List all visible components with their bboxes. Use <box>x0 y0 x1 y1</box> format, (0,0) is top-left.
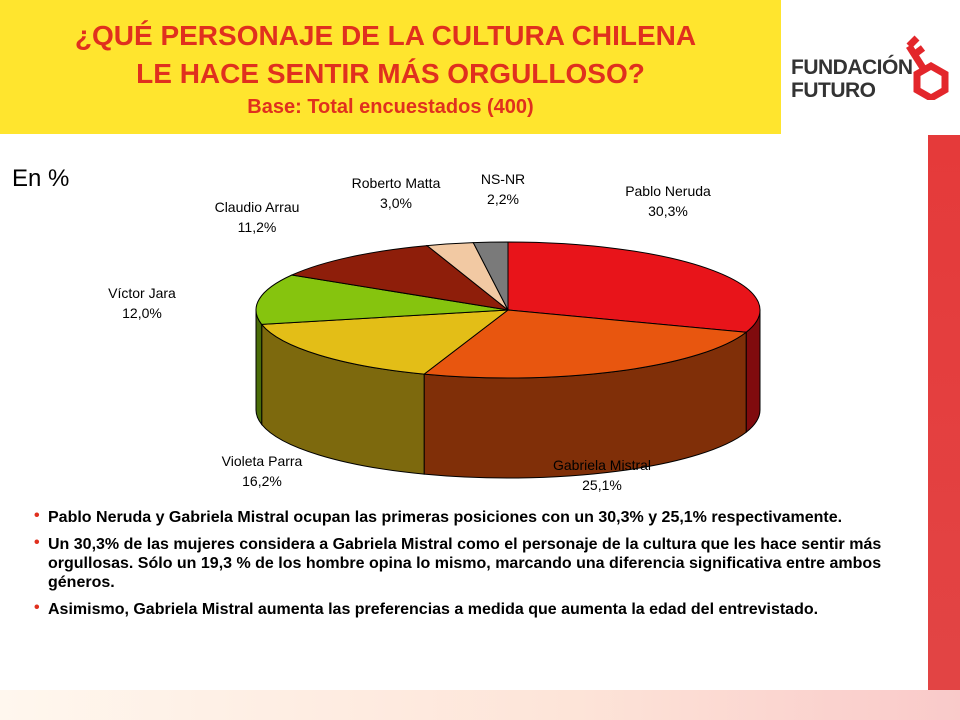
bullet-text: Pablo Neruda y Gabriela Mistral ocupan l… <box>48 509 843 526</box>
pie-slice-violeta-parra <box>260 309 510 375</box>
bullet-dot: • <box>34 507 40 524</box>
bullet-text: Un 30,3% de las mujeres considera a Gabr… <box>48 536 882 591</box>
pie-chart: Pablo Neruda 30,3% Gabriela Mistral 25,1% Vi… <box>108 171 761 493</box>
decorative-bottom-strip <box>0 690 960 720</box>
bullet-item: • Pablo Neruda y Gabriela Mistral ocupan … <box>34 507 924 527</box>
fundacion-futuro-logo: FUNDACIÓN FUTURO <box>791 28 960 112</box>
unit-label: En % <box>12 165 70 192</box>
slice-value-gabriela-mistral: 25,1% <box>582 477 622 493</box>
bullet-text: Asimismo, Gabriela Mistral aumenta las p… <box>48 601 819 618</box>
slice-value-violeta-parra: 16,2% <box>242 473 282 489</box>
slice-value-pablo-neruda: 30,3% <box>648 203 688 219</box>
pie-slice-ns-nr <box>472 241 509 311</box>
slice-name-claudio-arrau: Claudio Arrau <box>215 199 300 215</box>
decorative-side-bar <box>928 135 960 720</box>
logo-text-line1: FUNDACIÓN <box>791 56 913 79</box>
slice-value-ns-nr: 2,2% <box>487 191 519 207</box>
pie-slice-gabriela-mistral <box>422 309 748 379</box>
slice-name-gabriela-mistral: Gabriela Mistral <box>553 457 651 473</box>
slice-value-roberto-matta: 3,0% <box>380 195 412 211</box>
page-title-line2: LE HACE SENTIR MÁS ORGULLOSO? <box>136 58 645 89</box>
pie-sides-group <box>255 309 761 479</box>
bullet-item: • Asimismo, Gabriela Mistral aumenta las … <box>34 599 924 619</box>
pie-slice-claudio-arrau <box>290 245 510 311</box>
pie-slice-pablo-neruda <box>507 241 761 333</box>
logo-text-line2: FUTURO <box>791 79 876 102</box>
page-title-line1: ¿QUÉ PERSONAJE DE LA CULTURA CHILENA <box>74 20 697 51</box>
slice-name-pablo-neruda: Pablo Neruda <box>625 183 711 199</box>
slice-name-roberto-matta: Roberto Matta <box>352 175 441 191</box>
pie-tops-group <box>255 241 761 379</box>
slice-name-violeta-parra: Violeta Parra <box>222 453 303 469</box>
slice-value-victor-jara: 12,0% <box>122 305 162 321</box>
slice-name-victor-jara: Víctor Jara <box>108 285 176 301</box>
bullet-dot: • <box>34 534 40 551</box>
pie-slice-victor-jara <box>255 274 509 325</box>
slice-name-ns-nr: NS-NR <box>481 171 525 187</box>
pie-labels-group: Pablo Neruda 30,3% Gabriela Mistral 25,1% Vi… <box>108 171 711 493</box>
bullet-list: • Pablo Neruda y Gabriela Mistral ocupan … <box>34 507 924 627</box>
slice-value-claudio-arrau: 11,2% <box>238 219 277 235</box>
bullet-item: • Un 30,3% de las mujeres considera a Gab… <box>34 534 924 592</box>
page-subtitle: Base: Total encuestados (400) <box>247 96 534 118</box>
pie-side-victor-jara <box>255 309 263 426</box>
bullet-dot: • <box>34 599 40 616</box>
key-icon <box>906 35 949 100</box>
title-banner: ¿QUÉ PERSONAJE DE LA CULTURA CHILENA LE … <box>0 0 781 134</box>
